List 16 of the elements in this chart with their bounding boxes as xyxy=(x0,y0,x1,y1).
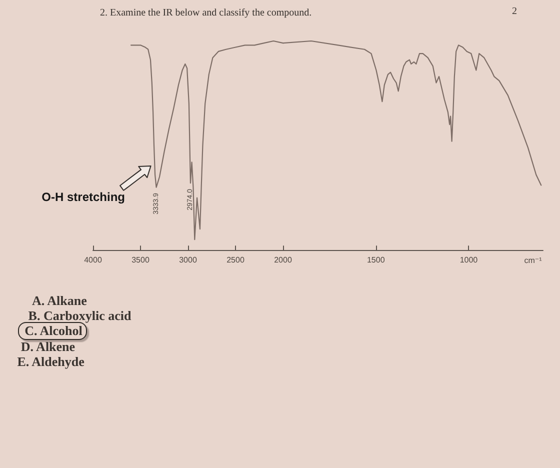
x-tick-label: 2500 xyxy=(226,256,245,264)
x-tick-label: 4000 xyxy=(84,256,102,264)
text: C. Alcohol xyxy=(24,323,82,340)
x-tick-label: 3500 xyxy=(132,256,150,264)
x-tick-label: 2000 xyxy=(274,256,292,264)
text: E. Aldehyde xyxy=(17,354,84,370)
text: D. Alkene xyxy=(20,338,76,355)
x-tick-label: 1000 xyxy=(460,256,478,264)
x-tick-label: 3000 xyxy=(179,256,198,264)
text: B. Carboxylic acid xyxy=(28,308,132,324)
x-tick-label: 1500 xyxy=(366,256,386,264)
annotation: O-H stretching xyxy=(42,190,125,204)
text: 2 xyxy=(512,6,517,17)
chart-title: 2. Examine the IR below and classify the compound. xyxy=(100,8,312,18)
x-axis-title: cm⁻¹ xyxy=(524,256,542,265)
text: A. Alkane xyxy=(32,293,87,309)
